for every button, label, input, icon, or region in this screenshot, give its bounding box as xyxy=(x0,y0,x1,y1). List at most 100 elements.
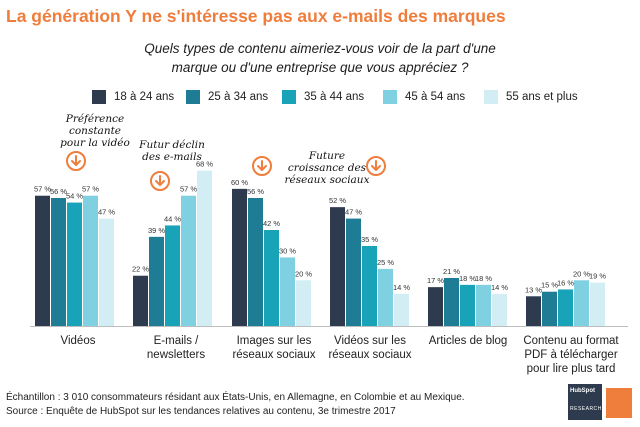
arrow-down-icon-social-images xyxy=(252,156,272,176)
data-label: 44 % xyxy=(164,214,181,223)
data-label: 14 % xyxy=(491,283,508,292)
bar xyxy=(181,195,196,326)
category-label-social-images: Images sur les réseaux sociaux xyxy=(222,334,326,362)
legend: 18 à 24 ans 25 à 34 ans 35 à 44 ans 45 à… xyxy=(0,89,640,105)
bar xyxy=(83,195,98,326)
bar xyxy=(574,280,589,326)
arrow-glyph xyxy=(371,160,381,171)
data-label: 56 % xyxy=(50,187,67,196)
data-label: 19 % xyxy=(589,272,606,281)
legend-swatch xyxy=(282,90,296,104)
bar xyxy=(330,207,345,326)
data-label: 42 % xyxy=(263,219,280,228)
arrow-down-icon-email xyxy=(150,171,170,191)
category-label-line: Articles de blog xyxy=(428,335,508,347)
bar xyxy=(149,236,164,326)
footer-sample: Échantillon : 3 010 consommateurs résida… xyxy=(6,392,465,403)
legend-swatch xyxy=(383,90,397,104)
bar xyxy=(248,198,263,326)
arrow-circle xyxy=(66,151,86,171)
hubspot-research-logo: HubSpot RESEARCH xyxy=(568,384,634,420)
data-label: 47 % xyxy=(345,208,362,217)
data-label: 56 % xyxy=(247,187,264,196)
bar xyxy=(428,287,443,326)
logo-sub: RESEARCH xyxy=(570,406,602,412)
bar xyxy=(460,284,475,326)
category-label-line: Vidéos xyxy=(60,335,96,347)
logo-panel: HubSpot RESEARCH xyxy=(568,384,602,420)
bar xyxy=(280,257,295,326)
bar xyxy=(492,294,507,326)
category-label-line: Contenu au format xyxy=(523,335,619,347)
bar xyxy=(197,170,212,326)
data-label: 16 % xyxy=(557,278,574,287)
bar xyxy=(35,195,50,326)
category-label-videos: Vidéos xyxy=(28,334,128,348)
data-label: 57 % xyxy=(82,185,99,194)
arrow-circle xyxy=(252,156,272,176)
data-label: 22 % xyxy=(132,265,149,274)
legend-swatch xyxy=(186,90,200,104)
legend-label: 45 à 54 ans xyxy=(405,91,466,103)
bar xyxy=(590,282,605,326)
legend-label: 35 à 44 ans xyxy=(304,91,365,103)
data-label: 18 % xyxy=(459,274,476,283)
data-label: 21 % xyxy=(443,267,460,276)
category-label-line: pour lire plus tard xyxy=(526,363,616,375)
data-label: 15 % xyxy=(541,281,558,290)
footer-source: Source : Enquête de HubSpot sur les tend… xyxy=(6,406,396,417)
logo-brand: HubSpot xyxy=(570,388,595,394)
legend-item-45-54: 45 à 54 ans xyxy=(383,89,465,105)
bar xyxy=(67,202,82,326)
annotation-line: Futur déclin xyxy=(139,139,205,151)
category-label-line: Vidéos sur les xyxy=(333,335,407,347)
bar xyxy=(99,218,114,326)
bar xyxy=(444,278,459,326)
data-label: 30 % xyxy=(279,246,296,255)
arrow-glyph xyxy=(257,160,267,171)
data-label: 20 % xyxy=(295,269,312,278)
question-line-1: Quels types de contenu aimeriez-vous voi… xyxy=(144,41,496,56)
bar xyxy=(542,291,557,326)
annotation-line: Future xyxy=(308,150,346,162)
category-label-line: réseaux sociaux xyxy=(232,349,316,361)
category-label-line: E-mails / xyxy=(153,335,199,347)
data-label: 20 % xyxy=(573,269,590,278)
data-label: 14 % xyxy=(393,283,410,292)
data-label: 17 % xyxy=(427,276,444,285)
data-label: 35 % xyxy=(361,235,378,244)
bar xyxy=(362,246,377,326)
legend-swatch xyxy=(92,90,106,104)
bar xyxy=(394,294,409,326)
legend-label: 25 à 34 ans xyxy=(208,91,269,103)
arrow-glyph xyxy=(155,175,165,186)
page-title: La génération Y ne s'intéresse pas aux e… xyxy=(6,6,506,26)
data-label: 60 % xyxy=(231,178,248,187)
arrow-circle xyxy=(150,171,170,191)
bar xyxy=(558,289,573,326)
legend-label: 18 à 24 ans xyxy=(114,91,175,103)
data-label: 54 % xyxy=(66,192,83,201)
category-label-social-videos: Vidéos sur les réseaux sociaux xyxy=(318,334,422,362)
legend-item-55-plus: 55 ans et plus xyxy=(484,89,578,105)
legend-swatch xyxy=(484,90,498,104)
data-label: 39 % xyxy=(148,226,165,235)
data-label: 25 % xyxy=(377,258,394,267)
annotation-line: pour la vidéo xyxy=(60,137,130,149)
arrow-circle xyxy=(366,156,386,176)
bar xyxy=(232,188,247,326)
bar xyxy=(296,280,311,326)
bar xyxy=(346,218,361,326)
annotation-line: des e-mails xyxy=(142,151,202,163)
bar xyxy=(526,296,541,326)
bar xyxy=(378,268,393,326)
annotation-email-decline: Futur déclin des e-mails xyxy=(134,139,210,163)
annotation-line: réseaux sociaux xyxy=(284,174,370,186)
question-line-2: marque ou d'une entreprise que vous appr… xyxy=(171,60,469,75)
category-label-line: Images sur les xyxy=(236,335,312,347)
category-label-blog: Articles de blog xyxy=(416,334,520,348)
category-label-line: PDF à télécharger xyxy=(524,349,618,361)
arrow-down-icon-social-videos xyxy=(366,156,386,176)
annotation-line: constante xyxy=(68,125,122,137)
